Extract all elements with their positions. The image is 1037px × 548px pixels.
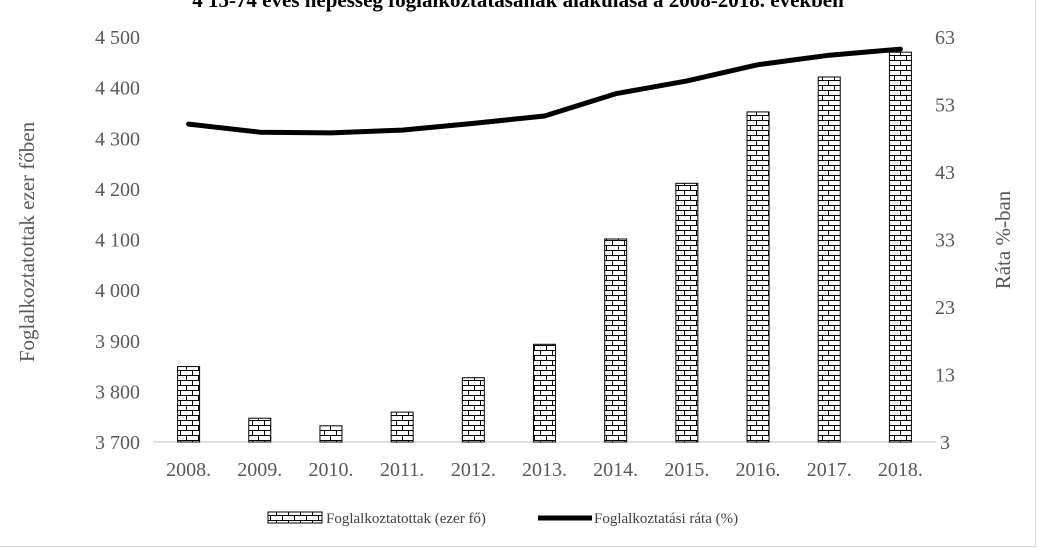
bar-2018 bbox=[888, 51, 912, 443]
legend: Foglalkoztatottak (ezer fő) Foglalkoztat… bbox=[267, 511, 738, 527]
chart-title: 4 15-74 éves népesség foglalkoztatásának… bbox=[192, 0, 844, 12]
x-tick-label: 2017. bbox=[807, 459, 852, 481]
y-tick-label: 4 000 bbox=[95, 280, 140, 302]
bar-2010 bbox=[319, 425, 343, 443]
x-tick-label: 2016. bbox=[736, 459, 781, 481]
x-tick-label: 2014. bbox=[593, 459, 638, 481]
bar-2016 bbox=[746, 111, 770, 443]
y-tick-label: 4 400 bbox=[95, 78, 140, 100]
bar-2014 bbox=[604, 238, 628, 443]
x-tick-label: 2010. bbox=[308, 459, 353, 481]
x-tick-label: 2018. bbox=[878, 459, 923, 481]
y2-axis-title: Ráta %-ban bbox=[991, 190, 1015, 289]
y2-tick-label: 13 bbox=[935, 365, 955, 387]
x-tick-label: 2009. bbox=[237, 459, 282, 481]
y2-axis-ticks: 3 13 23 33 43 53 63 bbox=[935, 27, 955, 454]
x-axis-ticks: 2008. 2009. 2010. 2011. 2012. 2013. 2014. 2015.… bbox=[166, 459, 923, 481]
y-tick-label: 3 900 bbox=[95, 331, 140, 353]
y-tick-label: 3 700 bbox=[95, 432, 140, 454]
y2-tick-label: 43 bbox=[935, 162, 955, 184]
bar-series bbox=[177, 51, 912, 443]
legend-line-label: Foglalkoztatási ráta (%) bbox=[594, 511, 738, 527]
y2-tick-label: 33 bbox=[935, 230, 955, 252]
y2-tick-label: 23 bbox=[935, 297, 955, 319]
x-tick-label: 2011. bbox=[380, 459, 424, 481]
bar-2012 bbox=[461, 377, 485, 443]
y2-tick-label: 63 bbox=[935, 27, 955, 49]
rate-line bbox=[186, 46, 903, 136]
legend-bar-label: Foglalkoztatottak (ezer fő) bbox=[326, 511, 486, 527]
y-tick-label: 4 100 bbox=[95, 230, 140, 252]
bar-2009 bbox=[248, 417, 272, 443]
y-tick-label: 4 300 bbox=[95, 128, 140, 150]
bar-2013 bbox=[533, 343, 556, 443]
y-axis-ticks: 3 700 3 800 3 900 4 000 4 100 4 200 4 300 4 400… bbox=[95, 27, 140, 454]
y-tick-label: 3 800 bbox=[95, 381, 140, 403]
legend-bar-swatch bbox=[267, 511, 323, 524]
y2-tick-label: 53 bbox=[935, 95, 955, 117]
y-tick-label: 4 200 bbox=[95, 179, 140, 201]
y2-tick-label: 3 bbox=[940, 432, 950, 454]
x-tick-label: 2008. bbox=[166, 459, 211, 481]
x-tick-label: 2013. bbox=[522, 459, 567, 481]
y-tick-label: 4 500 bbox=[95, 27, 140, 49]
bar-2015 bbox=[675, 182, 699, 443]
y-axis-title: Foglalkoztatottak ezer főben bbox=[15, 121, 39, 362]
x-tick-label: 2012. bbox=[451, 459, 496, 481]
bar-2008 bbox=[177, 366, 201, 443]
bar-2011 bbox=[390, 411, 414, 443]
x-tick-label: 2015. bbox=[664, 459, 709, 481]
bar-2017 bbox=[817, 76, 841, 443]
